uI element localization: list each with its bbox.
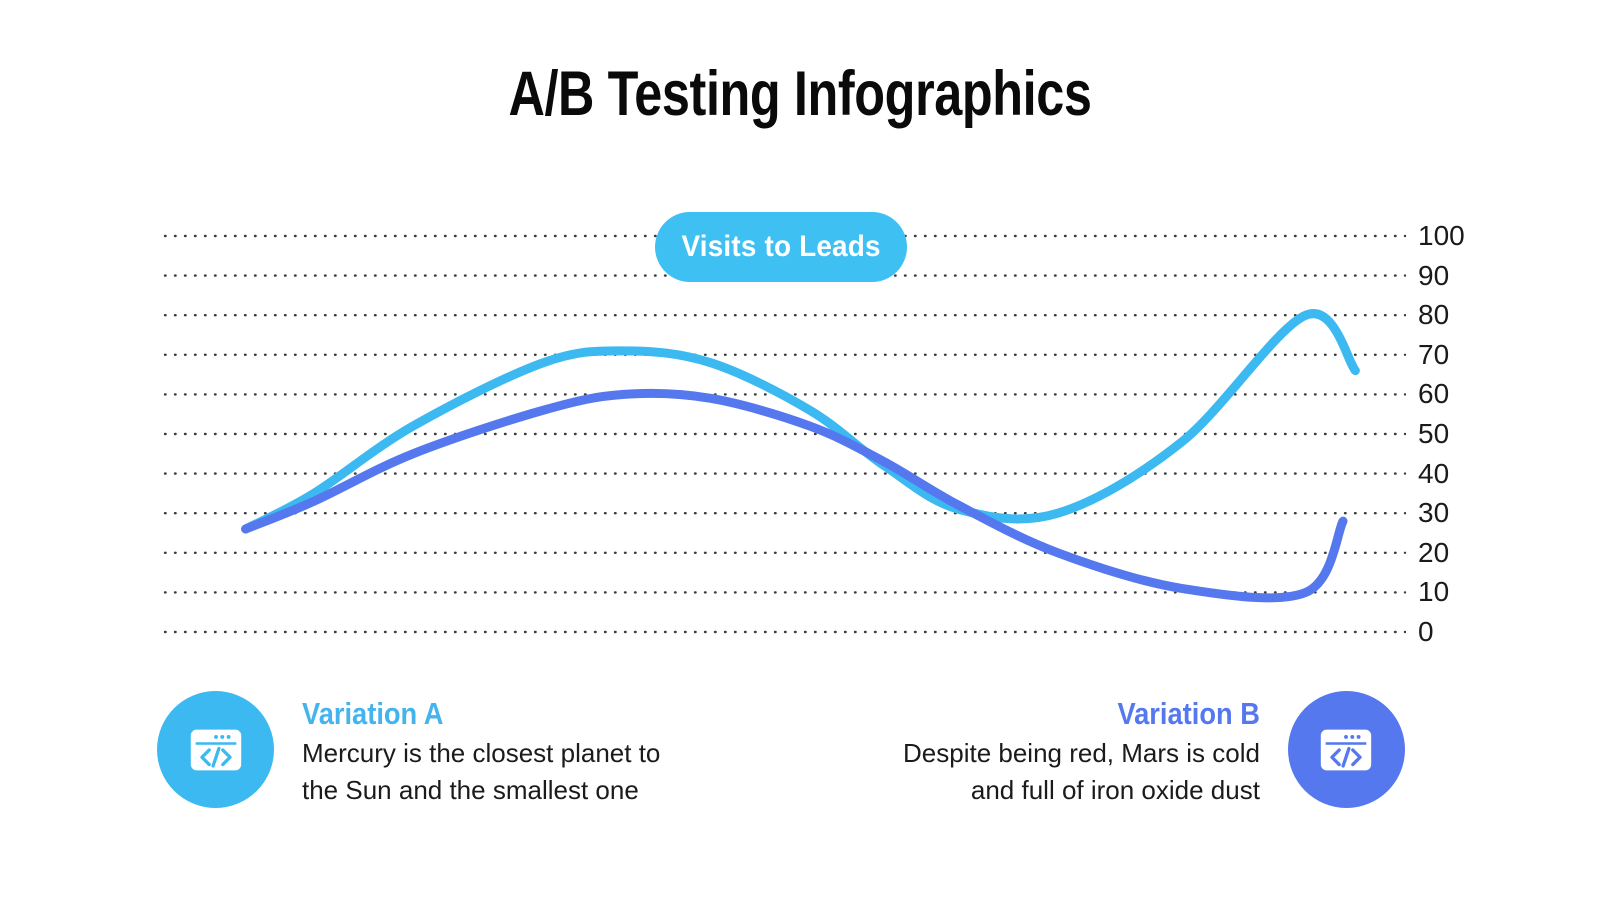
chart-line-variation-b (241, 388, 1348, 603)
legend-item-variation-b: Variation B Despite being red, Mars is c… (903, 691, 1405, 809)
y-axis-tick-label: 10 (1418, 576, 1450, 608)
variation-b-badge (1287, 691, 1405, 808)
variation-a-title: Variation A (302, 696, 444, 731)
y-axis-tick-label: 30 (1418, 497, 1450, 529)
y-axis-tick-label: 80 (1418, 299, 1450, 331)
chart-line-variation-a (241, 309, 1360, 534)
code-browser-window-icon (190, 729, 241, 770)
variation-a-text-block: Variation A Mercury is the closest plane… (302, 691, 660, 809)
page-title: A/B Testing Infographics (508, 59, 1092, 129)
variation-a-badge (157, 691, 274, 808)
y-axis-tick-label: 20 (1418, 536, 1450, 568)
code-browser-window-icon (1321, 729, 1372, 770)
y-axis-tick-label: 70 (1418, 338, 1450, 370)
y-axis-tick-label: 40 (1418, 457, 1450, 489)
y-axis-tick-label: 0 (1418, 616, 1434, 647)
chart-gridlines (163, 234, 1407, 634)
y-axis-tick-label: 60 (1418, 378, 1450, 410)
y-axis-tick-label: 100 (1418, 220, 1465, 251)
y-axis-tick-label: 50 (1418, 418, 1450, 449)
variation-b-text-block: Variation B Despite being red, Mars is c… (903, 691, 1260, 809)
variation-b-title: Variation B (1117, 696, 1260, 731)
chart-curves (241, 309, 1360, 603)
variation-a-description: Mercury is the closest planet to the Sun… (302, 737, 661, 805)
variation-b-description: Despite being red, Mars is cold and full… (903, 737, 1260, 805)
chart-badge: Visits to Leads (655, 212, 907, 282)
chart-badge-label: Visits to Leads (681, 230, 881, 263)
y-axis-tick-labels: 100 90 80 70 60 50 40 30 20 10 0 (1418, 0, 1538, 900)
legend-item-variation-a: Variation A Mercury is the closest plane… (157, 691, 660, 809)
y-axis-tick-label: 90 (1418, 259, 1450, 291)
